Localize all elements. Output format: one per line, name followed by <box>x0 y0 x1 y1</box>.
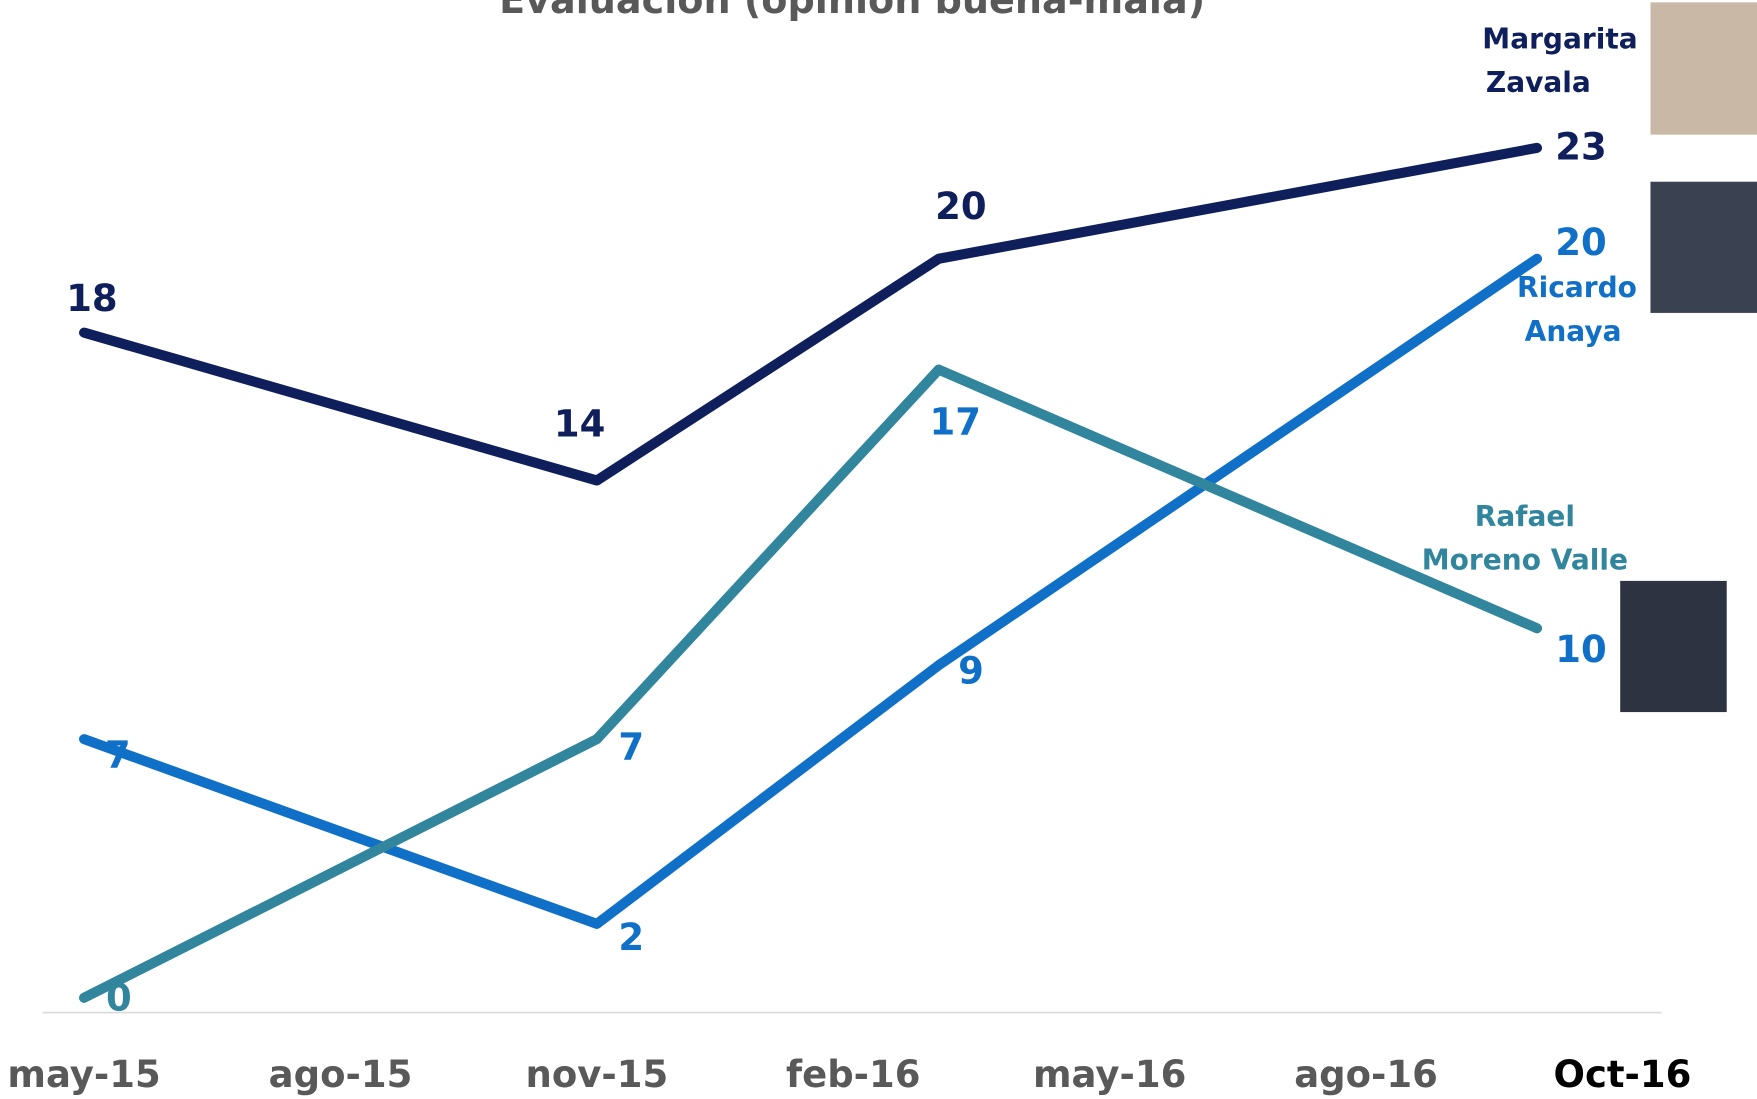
legend-entry: Margarita Zavala <box>1415 17 1662 107</box>
series-line <box>84 148 1537 481</box>
chart: Evaluación (opinión buena-mala) may-15 ag… <box>0 0 1757 1099</box>
series-name: Ricardo Anaya <box>1450 266 1697 353</box>
data-label: 0 <box>106 977 132 1020</box>
x-tick-label: may-16 <box>1033 1053 1186 1096</box>
chart-title: Evaluación (opinión buena-mala) <box>499 0 1205 22</box>
legend-entry: Ricardo Anaya <box>1450 266 1697 356</box>
x-tick-label: Oct-16 <box>1553 1053 1691 1096</box>
series-name: Margarita Zavala <box>1415 17 1662 104</box>
x-tick-label: may-15 <box>7 1053 160 1096</box>
series-line <box>84 370 1537 998</box>
x-tick-label: ago-15 <box>269 1053 413 1096</box>
legend-entry: Rafael Moreno Valle <box>1402 495 1649 585</box>
data-label: 14 <box>554 403 606 446</box>
data-label: 20 <box>935 185 987 228</box>
series-line <box>84 259 1537 924</box>
data-label: 10 <box>1555 628 1606 671</box>
data-label: 2 <box>618 916 644 959</box>
photo <box>1620 581 1727 712</box>
data-label: 9 <box>958 649 984 692</box>
data-label: 7 <box>105 733 131 776</box>
page: Evaluación (opinión buena-mala) may-15 ag… <box>0 0 1757 1099</box>
data-label: 17 <box>930 400 982 443</box>
series-name: Rafael Moreno Valle <box>1402 495 1649 582</box>
data-label: 20 <box>1555 221 1606 264</box>
data-label: 7 <box>618 726 644 769</box>
data-label: 18 <box>66 277 118 320</box>
x-tick-label: nov-15 <box>526 1053 669 1096</box>
x-tick-label: ago-16 <box>1294 1053 1438 1096</box>
data-label: 23 <box>1555 126 1606 169</box>
x-tick-label: feb-16 <box>786 1053 921 1096</box>
photo <box>1650 2 1757 134</box>
